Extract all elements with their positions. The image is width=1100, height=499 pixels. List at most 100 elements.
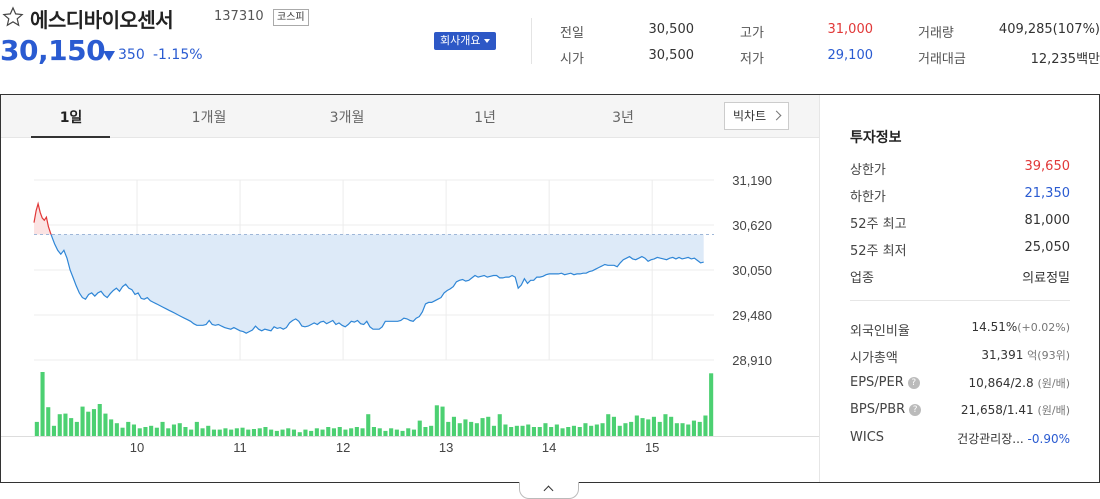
volume-bar bbox=[686, 424, 691, 436]
volume-bar bbox=[491, 425, 496, 436]
lower-limit-value: 21,350 bbox=[1024, 186, 1071, 201]
upper-limit-row: 상한가 39,650 bbox=[850, 159, 1070, 178]
high52-label: 52주 최고 bbox=[850, 217, 907, 232]
wics-label: WICS bbox=[850, 430, 885, 445]
stock-code: 137310 bbox=[214, 9, 264, 24]
volume-bar bbox=[177, 423, 182, 436]
volume-bar bbox=[120, 427, 125, 436]
volume-bar bbox=[709, 373, 714, 436]
volume-bar bbox=[594, 424, 599, 436]
volume-bar bbox=[149, 425, 154, 436]
volume-bar bbox=[623, 423, 628, 436]
volume-bar bbox=[463, 419, 468, 436]
volume-bar bbox=[80, 406, 85, 436]
low-label: 저가 bbox=[740, 52, 764, 67]
favorite-star-icon[interactable] bbox=[2, 6, 24, 28]
volume-bar bbox=[577, 427, 582, 436]
upper-limit-label: 상한가 bbox=[850, 163, 886, 178]
volume-bar bbox=[274, 430, 279, 436]
volume-bar bbox=[63, 413, 68, 436]
y-tick-label: 31,190 bbox=[732, 173, 772, 188]
high-value: 31,000 bbox=[827, 22, 874, 37]
open-value: 30,500 bbox=[648, 48, 695, 63]
company-overview-button[interactable]: 회사개요 bbox=[434, 32, 497, 50]
collapse-toggle-button[interactable] bbox=[519, 482, 579, 499]
volume-bar bbox=[497, 414, 502, 436]
company-overview-label: 회사개요 bbox=[440, 34, 481, 47]
volume-bar bbox=[406, 428, 411, 436]
eps-help-icon[interactable]: ? bbox=[907, 376, 920, 389]
volume-bar bbox=[446, 421, 451, 436]
volume-bar bbox=[217, 429, 222, 436]
big-chart-button[interactable]: 빅차트 bbox=[724, 102, 789, 130]
price-change-percent: -1.15% bbox=[153, 47, 203, 63]
eps-per-value: 10,864/2.8 bbox=[968, 376, 1034, 390]
volume-bar bbox=[526, 424, 531, 436]
market-cap-row: 시가총액 31,391 억(93위) bbox=[850, 347, 1070, 366]
volume-bar bbox=[234, 428, 239, 436]
tab-3year[interactable]: 3년 bbox=[612, 110, 634, 126]
above-reference-area bbox=[34, 203, 704, 235]
high52-value: 81,000 bbox=[1024, 213, 1071, 228]
volume-bar bbox=[297, 432, 302, 436]
lower-limit-row: 하한가 21,350 bbox=[850, 186, 1071, 205]
volume-bar bbox=[200, 428, 205, 436]
x-tick-label: 15 bbox=[645, 440, 659, 455]
bps-pbr-label: BPS/PBR bbox=[850, 402, 906, 417]
volume-bar bbox=[703, 415, 708, 436]
tab-1month[interactable]: 1개월 bbox=[191, 110, 227, 126]
volume-bar bbox=[360, 428, 365, 436]
industry-value[interactable]: 의료정밀 bbox=[1022, 271, 1070, 286]
volume-bar bbox=[371, 427, 376, 436]
volume-bar bbox=[606, 414, 611, 436]
volume-bar bbox=[160, 421, 165, 436]
investment-info-panel: 투자정보 상한가 39,650 하한가 21,350 52주 최고 81,000… bbox=[820, 95, 1100, 482]
volume-bar bbox=[114, 423, 119, 436]
volume-bar bbox=[320, 429, 325, 436]
volume-bar bbox=[326, 427, 331, 436]
volume-bar bbox=[469, 421, 474, 436]
volume-bar bbox=[240, 427, 245, 436]
volume-bar bbox=[651, 416, 656, 436]
volume-bar bbox=[331, 428, 336, 436]
volume-bar bbox=[246, 429, 251, 436]
volume-bar bbox=[583, 423, 588, 436]
wics-value[interactable]: 건강관리장... bbox=[957, 432, 1024, 446]
volume-bar bbox=[354, 427, 359, 436]
volume-bar bbox=[474, 423, 479, 436]
volume-bar bbox=[383, 430, 388, 436]
period-tabs: 1일 1개월 3개월 1년 3년 빅차트 bbox=[1, 95, 819, 138]
volume-bar bbox=[40, 372, 45, 436]
price-change-value: 350 bbox=[118, 47, 145, 63]
bps-help-icon[interactable]: ? bbox=[909, 403, 922, 416]
x-tick-label: 14 bbox=[542, 440, 556, 455]
volume-bar bbox=[109, 419, 114, 436]
volume-bar bbox=[69, 418, 74, 436]
volume-bar bbox=[183, 427, 188, 436]
volume-bar bbox=[669, 416, 674, 436]
chart-panel: 1일 1개월 3개월 1년 3년 빅차트 31,190 30,620 30,050 2… bbox=[0, 94, 1100, 483]
volume-bar bbox=[486, 416, 491, 436]
volume-bar bbox=[663, 414, 668, 436]
volume-bar bbox=[229, 429, 234, 436]
tab-3month[interactable]: 3개월 bbox=[329, 110, 365, 126]
volume-bar bbox=[257, 428, 262, 436]
volume-bar bbox=[646, 419, 651, 436]
volume-bar bbox=[46, 407, 51, 436]
volume-bar bbox=[600, 423, 605, 436]
foreign-ratio-row: 외국인비율 14.51%(+0.02%) bbox=[850, 320, 1070, 339]
volume-bar bbox=[166, 428, 171, 436]
x-tick-label: 13 bbox=[439, 440, 453, 455]
volume-bar bbox=[537, 427, 542, 436]
volume-bar bbox=[560, 428, 565, 436]
tab-1day[interactable]: 1일 bbox=[59, 110, 83, 126]
volume-bar bbox=[309, 430, 314, 436]
investment-info-separator bbox=[850, 300, 1070, 301]
eps-per-row: EPS/PER? 10,864/2.8 (원/배) bbox=[850, 375, 1070, 393]
volume-bar bbox=[549, 427, 554, 436]
price-line-down bbox=[50, 234, 704, 334]
low52-label: 52주 최저 bbox=[850, 244, 907, 259]
volume-bar bbox=[394, 429, 399, 436]
down-arrow-icon bbox=[103, 51, 115, 61]
tab-1year[interactable]: 1년 bbox=[474, 110, 496, 126]
